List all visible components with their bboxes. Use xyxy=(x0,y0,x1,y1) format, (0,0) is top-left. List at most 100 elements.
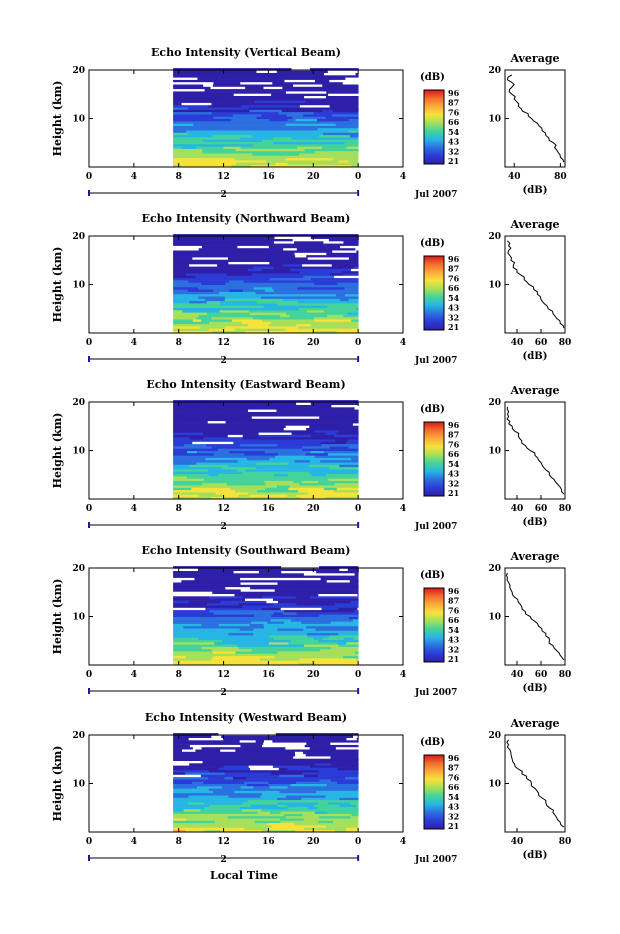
heatmap-cell xyxy=(253,591,272,594)
heatmap-cell xyxy=(343,654,359,657)
heatmap-cell xyxy=(292,116,326,119)
x-tick-label: 4 xyxy=(400,504,406,514)
heatmap-cell xyxy=(262,738,295,741)
heatmap-cell xyxy=(284,82,295,85)
heatmap-cell xyxy=(173,119,212,122)
heatmap-cell xyxy=(246,642,269,645)
heatmap-cell xyxy=(311,324,321,327)
heatmap-cell xyxy=(241,582,278,585)
heatmap-cell xyxy=(332,250,357,253)
heatmap-cell xyxy=(208,421,226,424)
heatmap-cell xyxy=(278,793,295,796)
heatmap-cell xyxy=(200,126,231,129)
heatmap-cell xyxy=(233,777,247,780)
heatmap-cell xyxy=(323,126,358,129)
heatmap-cell xyxy=(351,624,359,627)
heatmap-cell xyxy=(295,460,310,463)
heatmap-cell xyxy=(205,89,237,92)
heatmap-cell xyxy=(351,596,359,599)
heatmap-cell xyxy=(284,428,307,431)
heatmap-cell xyxy=(288,807,308,810)
heatmap-cell xyxy=(200,93,234,96)
heatmap-cell xyxy=(258,617,268,620)
heatmap-cell xyxy=(173,738,189,741)
heatmap-cell xyxy=(268,633,277,636)
heatmap-cell xyxy=(308,299,341,302)
heatmap-cell xyxy=(301,250,333,253)
heatmap-cell xyxy=(173,322,209,325)
heatmap-cell xyxy=(312,740,345,743)
heatmap-cell xyxy=(281,821,295,824)
heatmap-cell xyxy=(299,589,309,592)
heatmap-cell xyxy=(345,807,358,810)
heatmap-cell xyxy=(215,262,229,265)
month-label: Jul 2007 xyxy=(414,190,457,200)
heatmap-cell xyxy=(197,262,215,265)
heatmap-cell xyxy=(349,151,358,154)
heatmap-cell xyxy=(328,453,353,456)
heatmap-cell xyxy=(173,280,189,283)
heatmap-cell xyxy=(207,312,217,315)
heatmap-cell xyxy=(202,492,216,495)
heatmap-cell xyxy=(319,135,329,138)
heatmap-cell xyxy=(208,419,237,422)
heatmap-cell xyxy=(173,756,185,759)
heatmap-cell xyxy=(306,626,342,629)
y-tick-label: 10 xyxy=(72,613,85,623)
heatmap-cell xyxy=(232,589,241,592)
heatmap-cell xyxy=(205,435,216,438)
average-title: Average xyxy=(509,52,559,65)
heatmap-cell xyxy=(306,614,319,617)
heatmap-cell xyxy=(186,818,227,821)
heatmap-cell xyxy=(213,752,229,755)
avg-x-tick-label: 80 xyxy=(559,338,572,348)
heatmap-cell xyxy=(354,585,359,588)
heatmap-cell xyxy=(258,654,291,657)
heatmap-cell xyxy=(277,70,299,73)
heatmap-cell xyxy=(250,624,264,627)
heatmap-cell xyxy=(306,453,329,456)
avg-x-tick-label: 60 xyxy=(535,338,548,348)
heatmap-cell xyxy=(191,488,230,491)
heatmap-cell xyxy=(269,324,297,327)
heatmap-cell xyxy=(211,430,251,433)
heatmap-cell xyxy=(199,315,240,318)
heatmap-cell xyxy=(192,257,228,260)
heatmap-cell xyxy=(239,608,262,611)
heatmap-cell xyxy=(210,637,233,640)
heatmap-cell xyxy=(203,756,243,759)
heatmap-cell xyxy=(187,419,208,422)
heatmap-cell xyxy=(200,628,240,631)
heatmap-cell xyxy=(321,578,357,581)
heatmap-cell xyxy=(306,255,334,258)
heatmap-cell xyxy=(188,289,214,292)
colorbar-label: 43 xyxy=(448,137,460,147)
heatmap-cell xyxy=(291,784,328,787)
heatmap-cell xyxy=(213,598,228,601)
heatmap-cell xyxy=(304,827,336,830)
heatmap-cell xyxy=(235,749,255,752)
heatmap-cell xyxy=(225,772,254,775)
heatmap-cell xyxy=(278,631,302,634)
heatmap-cell xyxy=(314,317,344,320)
heatmap-cell xyxy=(336,123,359,126)
heatmap-cell xyxy=(224,128,247,131)
heatmap-cell xyxy=(257,594,295,597)
heatmap-cell xyxy=(237,575,250,578)
heatmap-cell xyxy=(334,435,359,438)
heatmap-cell xyxy=(272,285,306,288)
heatmap-cell xyxy=(261,809,283,812)
heatmap-cell xyxy=(212,135,253,138)
heatmap-cell xyxy=(173,305,206,308)
colorbar-label: 43 xyxy=(448,635,460,645)
heatmap-cell xyxy=(347,749,359,752)
heatmap-cell xyxy=(206,305,227,308)
heatmap-cell xyxy=(323,241,343,244)
heatmap-cell xyxy=(239,494,250,497)
heatmap-cell xyxy=(289,779,319,782)
heatmap-cell xyxy=(173,637,199,640)
heatmap-cell xyxy=(257,425,276,428)
heatmap-cell xyxy=(192,255,202,258)
heatmap-cell xyxy=(213,289,230,292)
heatmap-cell xyxy=(328,802,350,805)
